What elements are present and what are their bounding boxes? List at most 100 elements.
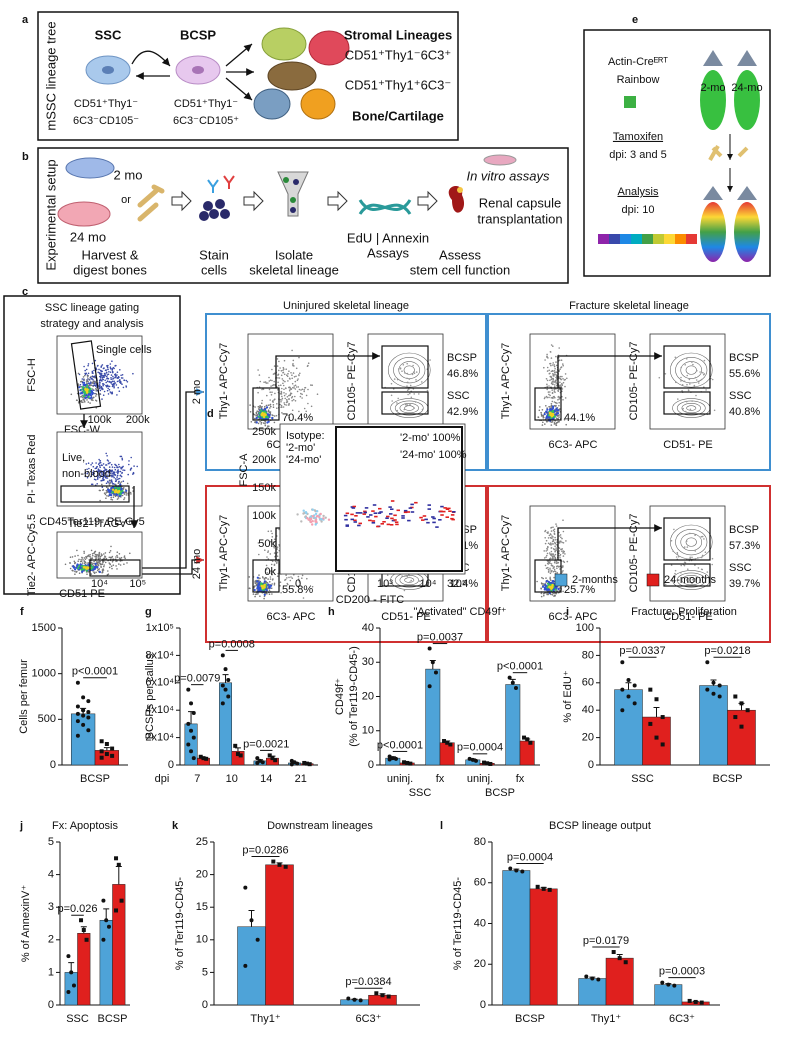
data-point <box>623 960 628 965</box>
x-tick-label: Thy1⁺ <box>591 1013 621 1025</box>
flow-dot <box>81 565 84 568</box>
flow-dot <box>71 569 73 572</box>
panel-letter: g <box>145 606 152 618</box>
flow-dot <box>110 470 112 472</box>
flow-dot <box>125 489 128 492</box>
bar <box>502 870 531 1006</box>
flow-dot <box>261 402 263 405</box>
flow-dot <box>277 381 279 384</box>
flow-dot <box>560 378 562 381</box>
data-point <box>267 753 272 758</box>
flow-dot <box>307 402 309 405</box>
flow-dot <box>116 491 120 494</box>
flow-dot <box>104 476 107 479</box>
y-tick-label: 5 <box>48 836 54 848</box>
flow-dot <box>122 469 124 471</box>
flow-dot <box>293 585 295 588</box>
flow-dot <box>549 569 551 571</box>
flow-dot <box>562 363 564 365</box>
mouse-label: Actin-Creᴱᴿᵀ <box>608 56 668 68</box>
flow-dot <box>297 386 300 388</box>
flow-dot <box>295 367 298 370</box>
flow-dot <box>351 507 356 509</box>
flow-dot <box>121 458 124 461</box>
bar <box>654 984 683 1006</box>
data-point <box>374 991 379 996</box>
flow-dot <box>100 470 103 472</box>
flow-dot <box>264 421 267 423</box>
flow-dot <box>406 404 409 406</box>
flow-dot <box>103 475 105 477</box>
flow-dot <box>119 564 122 566</box>
flow-dot <box>415 371 418 373</box>
flow-dot <box>90 377 93 380</box>
flow-dot <box>86 382 88 385</box>
flow-dot <box>267 583 270 586</box>
flow-dot <box>409 384 412 387</box>
flow-dot <box>555 523 557 525</box>
flow-dot <box>111 561 114 563</box>
flow-dot <box>130 456 132 459</box>
flow-dot <box>91 473 94 476</box>
flow-dot <box>250 421 253 423</box>
flow-dot <box>74 568 77 571</box>
flow-dot <box>557 396 559 398</box>
flow-dot <box>107 393 110 395</box>
flow-dot <box>698 380 700 382</box>
gate-percent: 25.7% <box>564 584 595 596</box>
gate <box>381 391 429 415</box>
flow-dot <box>121 466 123 469</box>
flow-dot <box>672 550 674 553</box>
flow-dot <box>281 406 283 408</box>
flow-dot <box>113 380 115 383</box>
flow-dot <box>93 376 95 379</box>
flow-dot <box>82 395 85 398</box>
panel-letter: i <box>566 606 569 618</box>
p-value: p=0.0004 <box>457 742 503 754</box>
flow-dot <box>89 553 91 556</box>
data-point <box>547 887 552 892</box>
step-label: Isolate <box>275 247 313 262</box>
flow-dot <box>118 553 121 555</box>
flow-dot <box>103 565 105 568</box>
flow-dot <box>104 561 107 564</box>
flow-dot <box>255 593 258 595</box>
flow-dot <box>93 567 96 570</box>
flow-dot <box>547 391 550 393</box>
flow-dot <box>541 576 543 579</box>
data-point <box>485 761 490 766</box>
y-tick-label: 5 <box>202 966 208 978</box>
flow-dot <box>301 574 304 577</box>
flow-dot <box>557 561 560 564</box>
flow-dot <box>548 552 551 554</box>
error-bar <box>222 674 229 683</box>
flow-dot <box>268 425 270 428</box>
flow-dot <box>105 497 107 500</box>
flow-dot <box>87 471 89 473</box>
flow-dot <box>108 466 111 468</box>
flow-dot <box>98 458 100 461</box>
flow-dot <box>123 469 126 472</box>
flow-dot <box>559 381 561 384</box>
data-point <box>467 756 472 761</box>
flow-dot <box>554 384 556 386</box>
data-point <box>104 752 109 757</box>
contour <box>403 365 415 375</box>
flow-dot <box>560 366 562 369</box>
flow-dot <box>84 472 86 475</box>
flow-dot <box>111 368 113 370</box>
flow-dot <box>263 578 266 580</box>
flow-dot <box>550 585 553 588</box>
flow-dot <box>688 378 691 381</box>
flow-dot <box>133 465 135 467</box>
flow-dot <box>265 581 268 583</box>
flow-dot <box>98 473 100 475</box>
flow-dot <box>80 385 82 388</box>
data-point <box>255 937 260 942</box>
population-label: SSC <box>729 562 752 574</box>
flow-dot <box>374 515 378 518</box>
flow-dot <box>273 538 276 541</box>
flow-dot <box>297 585 300 587</box>
flow-dot <box>550 530 553 532</box>
gate <box>70 340 102 410</box>
